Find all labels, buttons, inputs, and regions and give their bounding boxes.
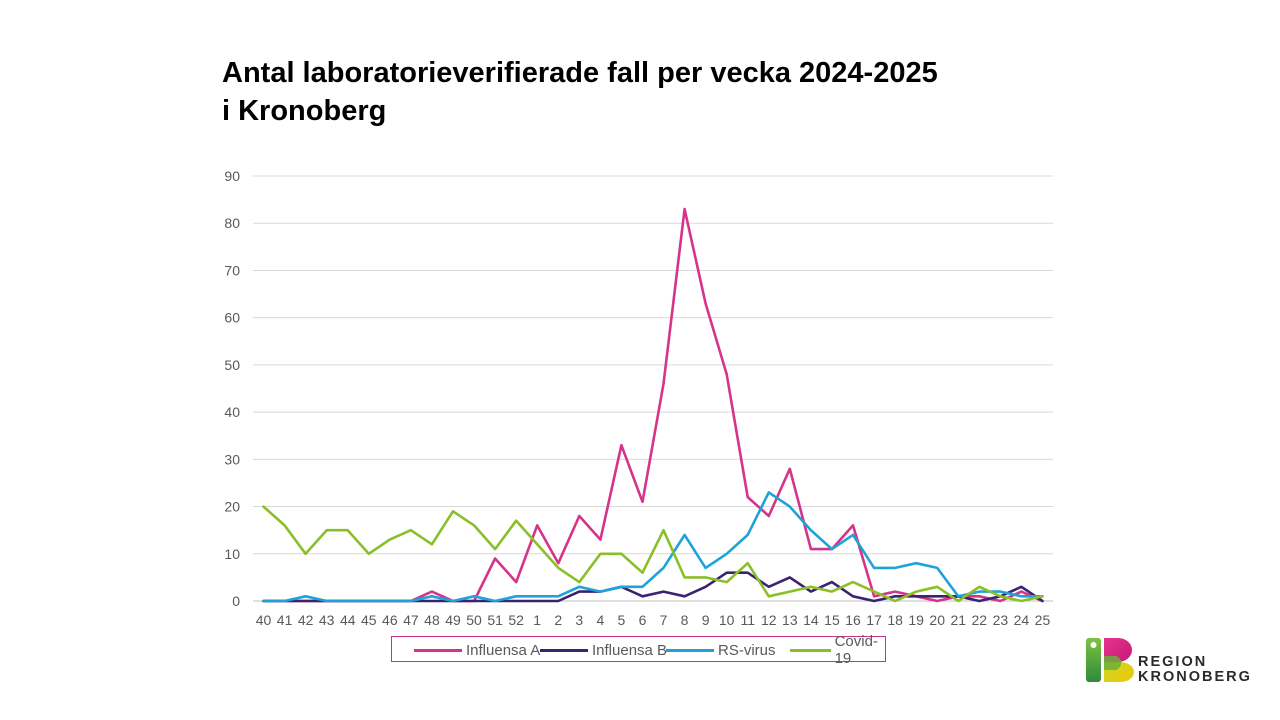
- region-kronoberg-logo: REGION KRONOBERG: [1086, 636, 1266, 686]
- x-tick-label: 51: [487, 612, 503, 628]
- y-tick-label: 40: [224, 404, 240, 420]
- y-tick-label: 70: [224, 262, 240, 278]
- logo-text-region: REGION: [1138, 654, 1208, 670]
- legend-item-rs-virus: RS-virus: [666, 640, 776, 660]
- x-tick-label: 42: [298, 612, 314, 628]
- x-tick-label: 5: [618, 612, 626, 628]
- x-tick-label: 40: [256, 612, 272, 628]
- x-tick-label: 49: [445, 612, 461, 628]
- series-line-covid-19: [262, 505, 1044, 603]
- x-tick-label: 15: [824, 612, 840, 628]
- y-tick-label: 30: [224, 451, 240, 467]
- x-tick-label: 18: [887, 612, 903, 628]
- x-tick-label: 16: [845, 612, 861, 628]
- chart-title-line-1: Antal laboratorieverifierade fall per ve…: [222, 57, 938, 89]
- x-tick-label: 20: [929, 612, 945, 628]
- x-tick-label: 13: [782, 612, 798, 628]
- x-tick-label: 23: [993, 612, 1009, 628]
- y-tick-label: 10: [224, 546, 240, 562]
- logo-text-kronoberg: KRONOBERG: [1138, 669, 1252, 685]
- x-tick-label: 1: [533, 612, 541, 628]
- legend-label: Influensa A: [466, 641, 541, 659]
- x-tick-label: 41: [277, 612, 293, 628]
- y-tick-label: 60: [224, 310, 240, 326]
- region-kronoberg-emblem-icon: [1086, 638, 1134, 682]
- legend-item-influensa-a: Influensa A: [414, 640, 540, 660]
- x-tick-label: 11: [740, 612, 755, 628]
- legend-label: RS-virus: [718, 641, 776, 659]
- x-tick-label: 14: [803, 612, 819, 628]
- x-tick-label: 4: [596, 612, 604, 628]
- x-tick-label: 10: [719, 612, 735, 628]
- legend-label: Influensa B: [592, 641, 668, 659]
- x-tick-label: 6: [639, 612, 647, 628]
- x-tick-label: 52: [508, 612, 524, 628]
- legend-swatch: [540, 648, 588, 652]
- y-tick-label: 50: [224, 357, 240, 373]
- x-tick-label: 9: [702, 612, 710, 628]
- legend-label: Covid-19: [834, 633, 878, 667]
- legend-swatch: [666, 648, 714, 652]
- x-tick-label: 2: [554, 612, 562, 628]
- y-tick-label: 0: [232, 593, 240, 609]
- x-tick-label: 45: [361, 612, 377, 628]
- series-line-influensa-a: [262, 207, 1044, 603]
- y-tick-label: 80: [224, 215, 240, 231]
- x-tick-label: 12: [761, 612, 777, 628]
- y-tick-label: 90: [224, 168, 240, 184]
- x-tick-label: 50: [466, 612, 482, 628]
- chart-title: Antal laboratorieverifierade fall per ve…: [222, 54, 1082, 130]
- x-tick-label: 46: [382, 612, 398, 628]
- chart-title-line-2: i Kronoberg: [222, 95, 387, 127]
- series-line-rs-virus: [262, 491, 1044, 603]
- x-tick-label: 7: [660, 612, 668, 628]
- x-tick-label: 25: [1035, 612, 1051, 628]
- x-tick-label: 44: [340, 612, 356, 628]
- x-tick-label: 48: [424, 612, 440, 628]
- legend-item-influensa-b: Influensa B: [540, 640, 667, 660]
- legend-swatch: [790, 648, 831, 652]
- x-tick-label: 21: [950, 612, 966, 628]
- x-tick-label: 47: [403, 612, 419, 628]
- x-tick-label: 22: [972, 612, 988, 628]
- y-tick-label: 20: [224, 499, 240, 515]
- x-tick-label: 24: [1014, 612, 1030, 628]
- x-tick-label: 43: [319, 612, 335, 628]
- x-tick-label: 3: [575, 612, 583, 628]
- chart-legend: Influensa A Influensa B RS-virus Covid-19: [391, 633, 886, 667]
- x-tick-label: 8: [681, 612, 689, 628]
- legend-swatch: [414, 648, 462, 652]
- x-tick-label: 17: [866, 612, 882, 628]
- legend-item-covid-19: Covid-19: [790, 633, 885, 667]
- x-tick-label: 19: [908, 612, 924, 628]
